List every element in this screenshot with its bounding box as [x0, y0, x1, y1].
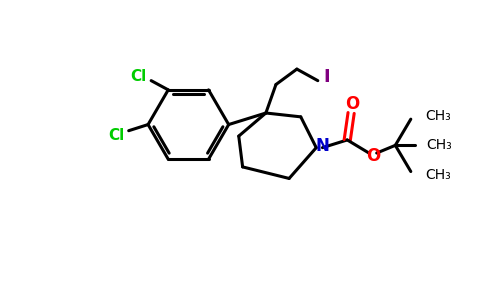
Text: O: O [346, 95, 360, 113]
Text: CH₃: CH₃ [425, 109, 451, 123]
Text: Cl: Cl [131, 68, 147, 83]
Text: CH₃: CH₃ [426, 138, 452, 152]
Text: Cl: Cl [108, 128, 124, 143]
Text: I: I [324, 68, 331, 86]
Text: O: O [366, 147, 381, 165]
Text: N: N [316, 137, 330, 155]
Text: CH₃: CH₃ [425, 168, 451, 182]
